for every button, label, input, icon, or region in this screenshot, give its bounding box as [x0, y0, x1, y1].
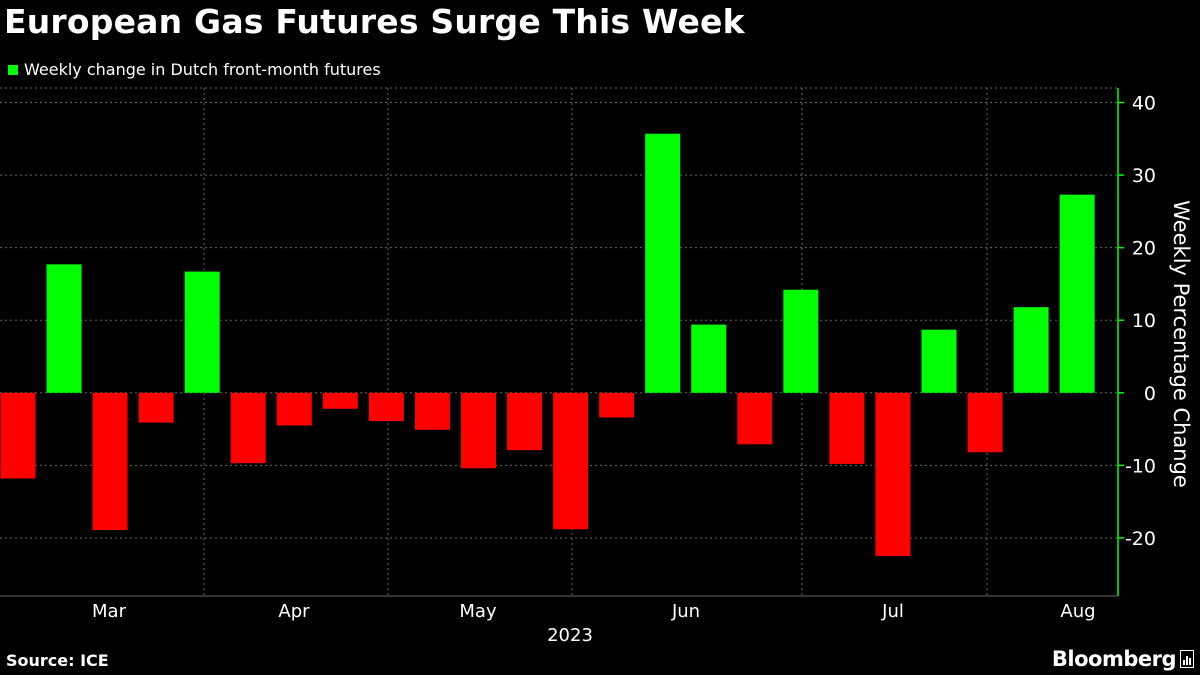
bar — [783, 289, 819, 393]
source-note: Source: ICE — [6, 651, 109, 670]
y-tick-label: -10 — [1125, 455, 1156, 477]
y-tick-label: 20 — [1132, 238, 1156, 260]
bar — [599, 392, 635, 418]
x-tick-label: May — [459, 601, 497, 622]
legend: Weekly change in Dutch front-month futur… — [8, 60, 381, 79]
y-tick-label: -20 — [1125, 528, 1156, 550]
bar — [1059, 194, 1095, 393]
bar — [829, 392, 865, 464]
chart-title: European Gas Futures Surge This Week — [4, 2, 745, 41]
brand-logo: Bloomberg — [1052, 647, 1194, 671]
bar — [322, 392, 358, 409]
bar — [921, 329, 957, 393]
bar — [691, 324, 727, 393]
bar — [967, 392, 1003, 453]
bar — [138, 392, 174, 423]
bar — [46, 264, 82, 393]
bar — [461, 392, 496, 469]
bar — [645, 133, 681, 393]
legend-swatch — [8, 64, 18, 75]
bar — [414, 392, 450, 430]
x-tick-label: Jun — [671, 601, 700, 622]
bar — [276, 392, 312, 426]
bar — [507, 392, 543, 451]
bar — [184, 271, 220, 393]
x-tick-label: Mar — [92, 601, 127, 622]
bar — [875, 392, 911, 557]
bloomberg-terminal-icon — [1180, 650, 1194, 668]
bar — [1013, 307, 1049, 393]
y-tick-label: 40 — [1132, 93, 1156, 115]
y-tick-label: 0 — [1144, 383, 1156, 405]
bar — [553, 392, 589, 530]
legend-label: Weekly change in Dutch front-month futur… — [24, 60, 381, 79]
bar — [368, 392, 404, 422]
x-tick-label: Aug — [1060, 601, 1095, 622]
x-tick-label: Jul — [881, 601, 904, 622]
y-axis-title: Weekly Percentage Change — [1169, 200, 1193, 488]
y-tick-label: 30 — [1132, 165, 1156, 187]
y-tick-label: 10 — [1132, 310, 1156, 332]
x-tick-label: Apr — [278, 601, 310, 622]
bar — [92, 392, 128, 530]
x-year-label: 2023 — [547, 625, 593, 646]
bar — [0, 392, 36, 479]
bar — [230, 392, 266, 464]
brand-name: Bloomberg — [1051, 647, 1177, 671]
bar — [737, 392, 773, 445]
